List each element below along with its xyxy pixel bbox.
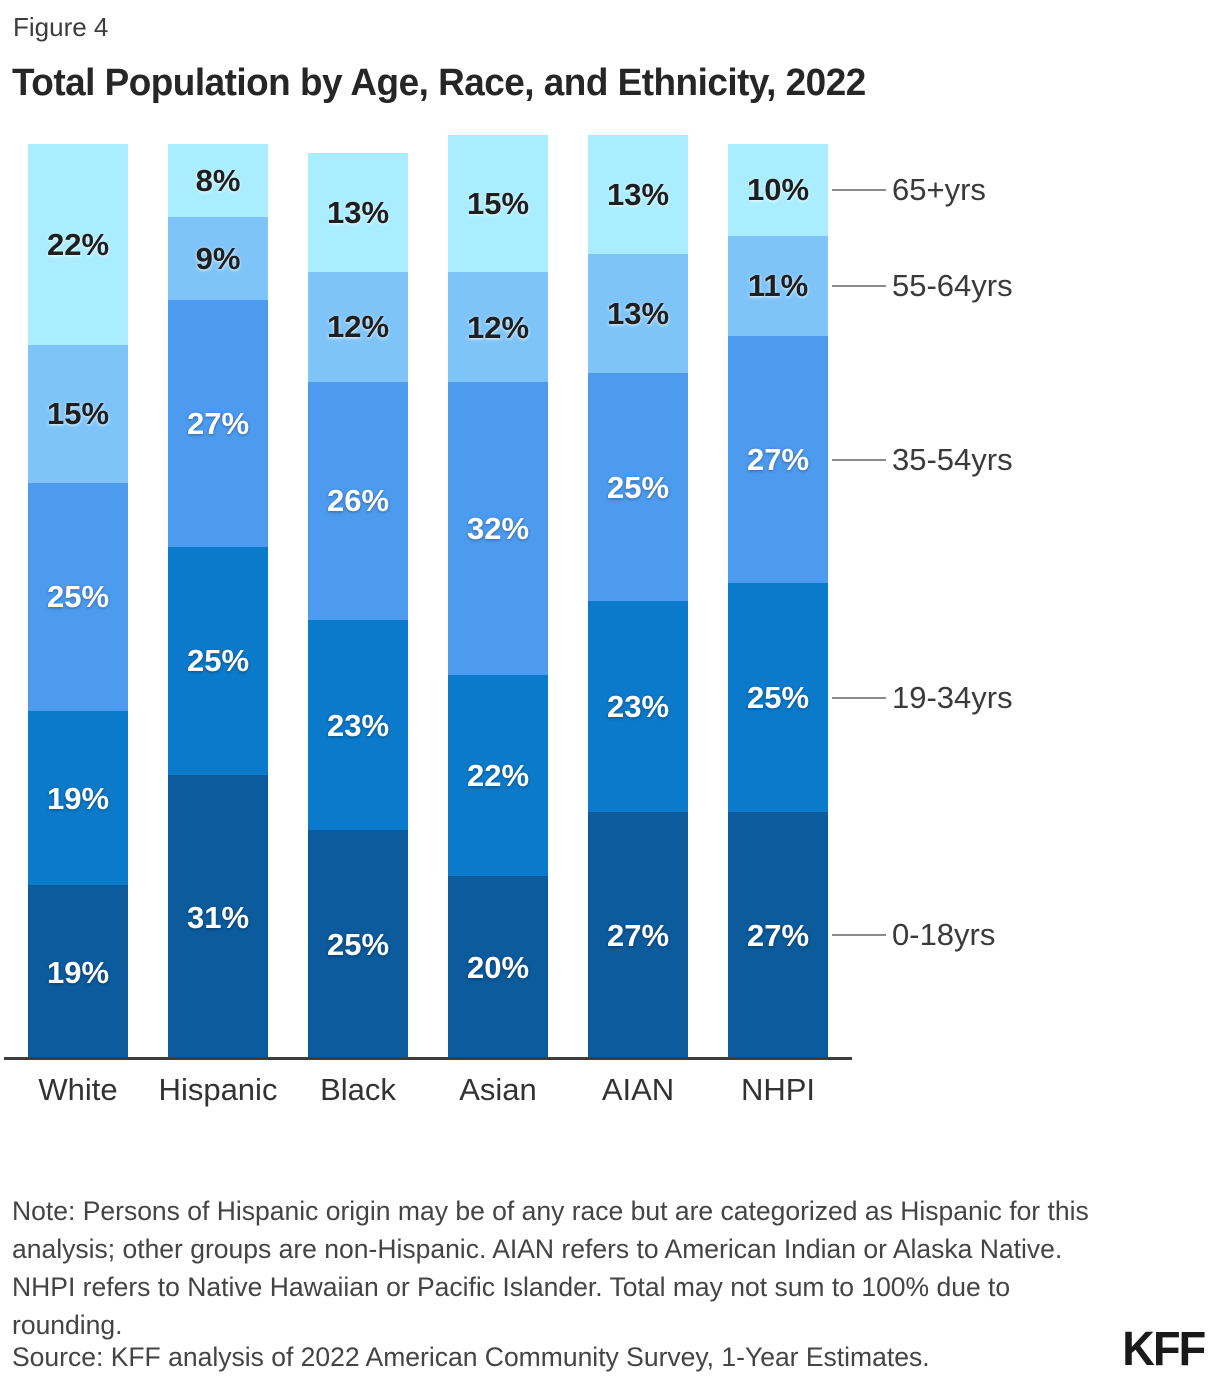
note-text: Note: Persons of Hispanic origin may be … xyxy=(12,1196,1089,1340)
segment-aian-0-18yrs: 27% xyxy=(588,811,688,1059)
segment-value-label: 8% xyxy=(195,163,241,199)
bar-aian: 13% 13% 25% 23% 27% xyxy=(588,134,688,1059)
segment-black-65+yrs: 13% xyxy=(308,153,408,273)
segment-aian-19-34yrs: 23% xyxy=(588,601,688,812)
segment-asian-0-18yrs: 20% xyxy=(448,876,548,1059)
segment-white-65+yrs: 22% xyxy=(28,144,128,346)
pointer-line-55-64yrs xyxy=(832,284,886,287)
category-label-aian: AIAN xyxy=(601,1072,675,1107)
category-label-asian: Asian xyxy=(459,1072,537,1107)
segment-value-label: 20% xyxy=(466,950,530,985)
segment-value-label: 27% xyxy=(746,917,810,953)
segment-value-label: 11% xyxy=(747,268,809,304)
segment-value-label: 9% xyxy=(195,240,241,276)
segment-hispanic-19-34yrs: 25% xyxy=(168,546,268,776)
segment-white-35-54yrs: 25% xyxy=(28,482,128,712)
segment-black-35-54yrs: 26% xyxy=(308,381,408,620)
category-label-hispanic: Hispanic xyxy=(158,1072,278,1107)
segment-nhpi-65+yrs: 10% xyxy=(728,144,828,236)
age-group-label-55-64yrs: 55-64yrs xyxy=(892,267,1013,303)
segment-value-label: 31% xyxy=(186,899,250,935)
figure-number-label: Figure 4 xyxy=(13,12,109,42)
bar-nhpi: 10% 11% 27% 25% 27% xyxy=(728,144,828,1059)
pointer-line-65+yrs xyxy=(832,188,886,191)
segment-white-55-64yrs: 15% xyxy=(28,345,128,483)
segment-value-label: 27% xyxy=(186,405,250,441)
age-group-label-19-34yrs: 19-34yrs xyxy=(892,679,1013,715)
bar-asian: 15% 12% 32% 22% 20% xyxy=(448,134,548,1059)
segment-nhpi-55-64yrs: 11% xyxy=(728,235,828,337)
age-group-label-0-18yrs: 0-18yrs xyxy=(892,917,996,953)
segment-value-label: 12% xyxy=(466,309,530,345)
segment-asian-19-34yrs: 22% xyxy=(448,674,548,876)
segment-aian-35-54yrs: 25% xyxy=(588,372,688,602)
segment-value-label: 22% xyxy=(466,757,530,793)
category-label-nhpi: NHPI xyxy=(740,1072,816,1107)
stacked-bar-chart: 22% 15% 25% 19% 19% 8% 9% 27% 25% 31% 13% 12% 26% 23%… xyxy=(28,134,828,1059)
bar-black: 13% 12% 26% 23% 25% xyxy=(308,153,408,1059)
source-text: Source: KFF analysis of 2022 American Co… xyxy=(12,1342,930,1372)
segment-value-label: 15% xyxy=(46,396,110,432)
segment-white-19-34yrs: 19% xyxy=(28,711,128,886)
x-axis-line xyxy=(4,1057,852,1060)
segment-black-19-34yrs: 23% xyxy=(308,619,408,831)
segment-value-label: 13% xyxy=(326,195,390,231)
segment-value-label: 25% xyxy=(186,643,250,679)
age-group-label-65+yrs: 65+yrs xyxy=(892,171,986,207)
segment-asian-65+yrs: 15% xyxy=(448,134,548,273)
age-group-label-35-54yrs: 35-54yrs xyxy=(892,441,1013,477)
segment-black-0-18yrs: 25% xyxy=(308,830,408,1059)
segment-value-label: 19% xyxy=(46,780,110,816)
segment-value-label: 32% xyxy=(466,510,530,546)
segment-value-label: 13% xyxy=(606,176,670,212)
segment-value-label: 19% xyxy=(46,954,110,990)
pointer-line-0-18yrs xyxy=(832,934,886,937)
bar-white: 22% 15% 25% 19% 19% xyxy=(28,144,128,1059)
segment-value-label: 13% xyxy=(606,295,670,331)
segment-nhpi-0-18yrs: 27% xyxy=(728,811,828,1059)
segment-value-label: 10% xyxy=(746,172,810,208)
segment-value-label: 25% xyxy=(326,927,390,963)
segment-value-label: 27% xyxy=(746,442,810,478)
segment-asian-55-64yrs: 12% xyxy=(448,272,548,382)
segment-value-label: 22% xyxy=(46,227,110,263)
segment-aian-55-64yrs: 13% xyxy=(588,253,688,373)
bar-hispanic: 8% 9% 27% 25% 31% xyxy=(168,144,268,1059)
chart-title: Total Population by Age, Race, and Ethni… xyxy=(12,62,866,104)
segment-value-label: 15% xyxy=(466,185,530,221)
segment-hispanic-55-64yrs: 9% xyxy=(168,217,268,300)
segment-value-label: 25% xyxy=(46,579,110,615)
segment-value-label: 27% xyxy=(606,917,670,953)
pointer-line-19-34yrs xyxy=(832,696,886,699)
segment-nhpi-35-54yrs: 27% xyxy=(728,336,828,584)
kff-logo: KFF xyxy=(1121,1323,1206,1376)
pointer-line-35-54yrs xyxy=(832,458,886,461)
segment-hispanic-35-54yrs: 27% xyxy=(168,299,268,547)
segment-hispanic-0-18yrs: 31% xyxy=(168,775,268,1059)
segment-value-label: 23% xyxy=(606,689,670,725)
segment-hispanic-65+yrs: 8% xyxy=(168,144,268,218)
segment-white-0-18yrs: 19% xyxy=(28,885,128,1059)
category-label-black: Black xyxy=(320,1072,396,1107)
segment-value-label: 23% xyxy=(326,707,390,743)
segment-value-label: 25% xyxy=(746,680,810,716)
segment-value-label: 26% xyxy=(326,483,390,519)
segment-value-label: 25% xyxy=(606,469,670,505)
segment-asian-35-54yrs: 32% xyxy=(448,381,548,675)
segment-aian-65+yrs: 13% xyxy=(588,134,688,254)
segment-black-55-64yrs: 12% xyxy=(308,272,408,382)
segment-nhpi-19-34yrs: 25% xyxy=(728,583,828,812)
category-label-white: White xyxy=(38,1072,118,1107)
segment-value-label: 12% xyxy=(326,309,390,345)
